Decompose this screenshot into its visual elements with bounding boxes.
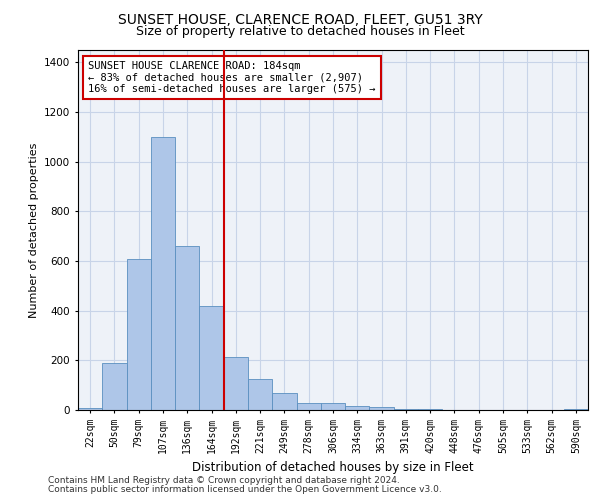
Bar <box>127 258 151 410</box>
Bar <box>199 306 224 410</box>
Text: SUNSET HOUSE CLARENCE ROAD: 184sqm
← 83% of detached houses are smaller (2,907)
: SUNSET HOUSE CLARENCE ROAD: 184sqm ← 83%… <box>88 61 376 94</box>
Bar <box>345 406 370 410</box>
Bar <box>151 137 175 410</box>
X-axis label: Distribution of detached houses by size in Fleet: Distribution of detached houses by size … <box>192 461 474 474</box>
Bar <box>224 356 248 410</box>
Text: Contains HM Land Registry data © Crown copyright and database right 2024.: Contains HM Land Registry data © Crown c… <box>48 476 400 485</box>
Text: Size of property relative to detached houses in Fleet: Size of property relative to detached ho… <box>136 25 464 38</box>
Bar <box>248 379 272 410</box>
Bar <box>272 392 296 410</box>
Bar <box>394 409 418 410</box>
Text: SUNSET HOUSE, CLARENCE ROAD, FLEET, GU51 3RY: SUNSET HOUSE, CLARENCE ROAD, FLEET, GU51… <box>118 12 482 26</box>
Bar <box>78 408 102 410</box>
Bar <box>370 407 394 410</box>
Y-axis label: Number of detached properties: Number of detached properties <box>29 142 38 318</box>
Bar <box>564 409 588 410</box>
Bar <box>321 403 345 410</box>
Bar <box>102 363 127 410</box>
Bar <box>296 402 321 410</box>
Text: Contains public sector information licensed under the Open Government Licence v3: Contains public sector information licen… <box>48 485 442 494</box>
Bar <box>175 246 199 410</box>
